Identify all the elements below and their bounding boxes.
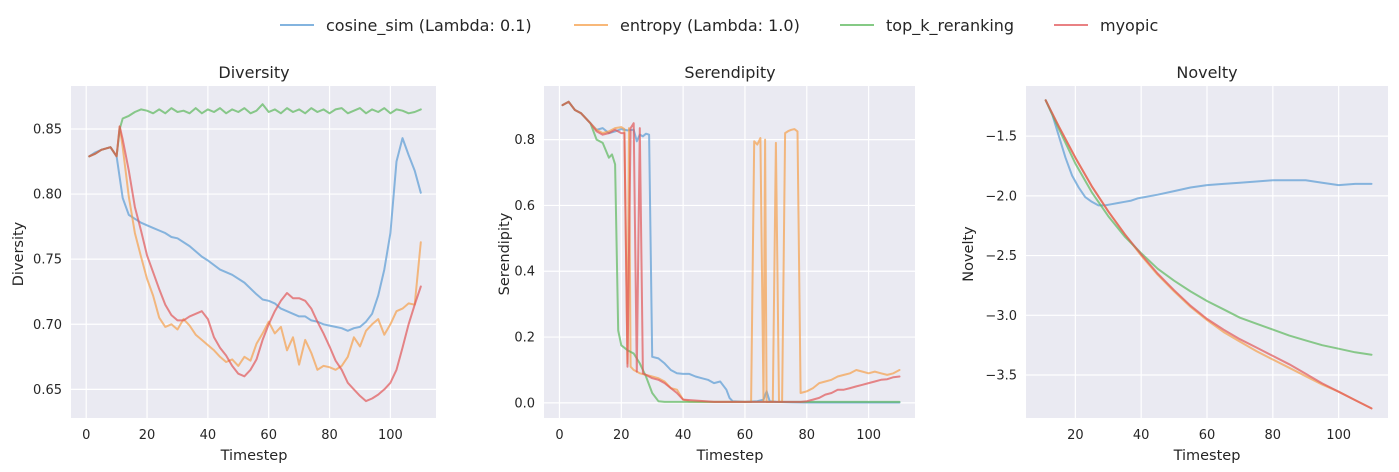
novelty-xlabel: Timestep — [1173, 448, 1241, 464]
novelty-series-myopic — [1044, 99, 1373, 410]
novelty-y-tick-label: −2.0 — [985, 189, 1017, 204]
serendipity-x-tick-label: 60 — [737, 428, 754, 443]
serendipity-series-myopic — [561, 100, 901, 403]
novelty-series-cosine-sim — [1044, 99, 1373, 207]
serendipity-y-tick-label: 0.4 — [514, 265, 535, 280]
serendipity-y-tick-label: 0.0 — [514, 396, 535, 411]
serendipity-plot-area — [544, 86, 915, 418]
serendipity-y-tick-label: 0.6 — [514, 199, 535, 214]
novelty-series-top-k-reranking — [1044, 99, 1373, 356]
diversity-x-tick-label: 0 — [82, 428, 90, 443]
novelty-ylabel: Novelty — [961, 226, 977, 282]
diversity-x-tick-label: 40 — [200, 428, 217, 443]
diversity-xlabel: Timestep — [220, 448, 288, 464]
diversity-title: Diversity — [218, 63, 289, 82]
serendipity-x-tick-label: 40 — [675, 428, 692, 443]
novelty-y-tick-label: −3.5 — [985, 369, 1017, 384]
diversity-series-cosine-sim — [88, 137, 422, 332]
legend: cosine_sim (Lambda: 0.1) entropy (Lambda… — [280, 16, 1158, 36]
serendipity-xlabel: Timestep — [696, 448, 764, 464]
legend-item-top-k-reranking: top_k_reranking — [840, 16, 1014, 36]
legend-label-myopic: myopic — [1100, 16, 1158, 35]
novelty-y-tick-label: −3.0 — [985, 309, 1017, 324]
diversity-y-tick-label: 0.85 — [33, 122, 62, 137]
legend-label-cosine-sim: cosine_sim (Lambda: 0.1) — [326, 16, 532, 36]
serendipity-x-tick-label: 80 — [799, 428, 816, 443]
diversity-plot-area — [71, 86, 436, 418]
novelty-y-tick-label: −2.5 — [985, 249, 1017, 264]
serendipity-title: Serendipity — [684, 63, 775, 82]
diversity-y-tick-label: 0.70 — [33, 318, 62, 333]
novelty-x-tick-label: 20 — [1067, 428, 1084, 443]
novelty-x-tick-label: 100 — [1326, 428, 1351, 443]
legend-item-cosine-sim: cosine_sim (Lambda: 0.1) — [280, 16, 532, 36]
serendipity-x-tick-label: 100 — [856, 428, 881, 443]
diversity-y-tick-label: 0.75 — [33, 253, 62, 268]
serendipity-y-tick-label: 0.8 — [514, 133, 535, 148]
diversity-x-tick-label: 60 — [260, 428, 277, 443]
diversity-chart: Diversity Timestep Diversity 0 20 40 60 80 10… — [11, 63, 436, 464]
novelty-x-tick-label: 40 — [1133, 428, 1150, 443]
diversity-y-tick-label: 0.80 — [33, 188, 62, 203]
diversity-ylabel: Diversity — [11, 221, 27, 286]
serendipity-ylabel: Serendipity — [497, 212, 513, 295]
diversity-x-tick-label: 100 — [378, 428, 403, 443]
diversity-x-tick-label: 80 — [321, 428, 338, 443]
novelty-x-tick-label: 80 — [1265, 428, 1282, 443]
legend-item-myopic: myopic — [1054, 16, 1158, 35]
serendipity-series-entropy — [561, 100, 901, 403]
serendipity-x-tick-label: 20 — [613, 428, 630, 443]
legend-item-entropy: entropy (Lambda: 1.0) — [574, 16, 800, 35]
novelty-y-tick-label: −1.5 — [985, 130, 1017, 145]
serendipity-x-tick-label: 0 — [555, 428, 563, 443]
legend-label-top-k-reranking: top_k_reranking — [886, 16, 1014, 36]
novelty-chart: Novelty Timestep Novelty 20 40 60 80 100 −1.5… — [961, 63, 1388, 464]
novelty-title: Novelty — [1176, 63, 1237, 82]
diversity-series-entropy — [88, 125, 422, 371]
diversity-series-top-k-reranking — [88, 103, 422, 158]
serendipity-y-tick-label: 0.2 — [514, 331, 535, 346]
novelty-x-tick-label: 60 — [1199, 428, 1216, 443]
serendipity-chart: Serendipity Timestep Serendipity 0 20 40 60… — [497, 63, 915, 464]
legend-label-entropy: entropy (Lambda: 1.0) — [620, 16, 800, 35]
diversity-x-tick-label: 20 — [139, 428, 156, 443]
diversity-series-myopic — [88, 125, 422, 403]
diversity-y-tick-label: 0.65 — [33, 383, 62, 398]
